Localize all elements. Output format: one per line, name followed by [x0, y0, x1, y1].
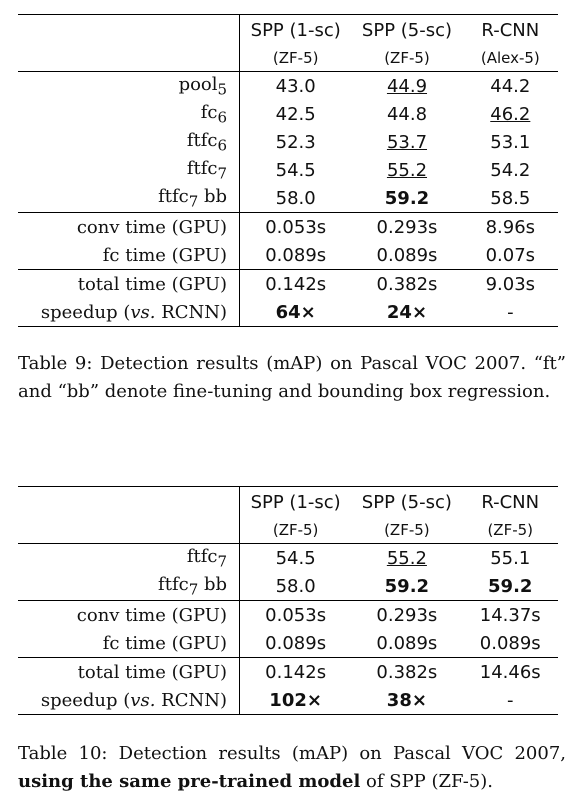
cell-value: 0.089s [239, 241, 352, 270]
header-spp-5sc: SPP (5-sc) [351, 14, 463, 45]
cell-value: - [462, 298, 558, 327]
header-spp-1sc: SPP (1-sc) [239, 486, 352, 517]
cell-value: 38× [351, 686, 463, 715]
table-header-row: SPP (1-sc) SPP (5-sc) R-CNN [18, 14, 558, 45]
cell-value: 55.2 [386, 547, 427, 569]
row-label: total time (GPU) [18, 269, 241, 298]
row-label: fc time (GPU) [18, 629, 241, 658]
row-label: fc6 [18, 100, 241, 128]
cell-value: 59.2 [462, 572, 558, 601]
row-label: ftfc7 bb [18, 184, 241, 213]
row-label: conv time (GPU) [18, 600, 241, 629]
row-label: fc time (GPU) [18, 241, 241, 270]
table-row: pool5 43.0 44.9 44.2 [18, 71, 558, 100]
row-label: speedup (vs. RCNN) [18, 298, 241, 327]
table-row: fc6 42.5 44.8 46.2 [18, 100, 558, 128]
header-rcnn: R-CNN [462, 14, 558, 45]
table-9-caption: Table 9: Detection results (mAP) on Pasc… [18, 353, 566, 402]
table-row: fc time (GPU) 0.089s 0.089s 0.089s [18, 629, 558, 658]
cell-value: 102× [239, 686, 352, 715]
cell-value: 43.0 [275, 75, 316, 97]
cell-value: 53.1 [490, 131, 531, 153]
table-10-caption: Table 10: Detection results (mAP) on Pas… [18, 743, 566, 792]
cell-value: 54.5 [275, 159, 316, 181]
table-row: conv time (GPU) 0.053s 0.293s 8.96s [18, 212, 558, 241]
table-subheader-row: (ZF-5) (ZF-5) (Alex-5) [18, 45, 558, 72]
cell-value: 0.053s [265, 216, 327, 238]
cell-value: - [462, 686, 558, 715]
cell-value: 0.293s [376, 216, 438, 238]
row-label: pool5 [18, 71, 241, 100]
row-label: ftfc7 bb [18, 572, 241, 601]
cell-value: 0.382s [376, 661, 438, 683]
cell-value: 52.3 [275, 131, 316, 153]
cell-value: 44.9 [386, 75, 428, 97]
cell-value: 0.293s [376, 604, 438, 626]
table-row: fc time (GPU) 0.089s 0.089s 0.07s [18, 241, 558, 270]
cell-value: 59.2 [351, 572, 463, 601]
table-row: ftfc7 54.5 55.2 55.1 [18, 543, 558, 572]
cell-value: 53.7 [386, 131, 428, 153]
cell-value: 58.0 [239, 184, 352, 213]
cell-value: 0.142s [265, 661, 327, 683]
cell-value: 24× [351, 298, 463, 327]
subheader-model: (Alex-5) [462, 45, 558, 72]
header-spp-1sc: SPP (1-sc) [239, 14, 352, 45]
caption-emphasis: using the same pre-trained model [18, 771, 361, 792]
table-9: SPP (1-sc) SPP (5-sc) R-CNN (ZF-5) (ZF-5… [18, 14, 558, 327]
row-label: ftfc7 [18, 156, 241, 184]
row-label: ftfc7 [18, 543, 241, 572]
subheader-model: (ZF-5) [462, 517, 558, 544]
table-row: ftfc7 54.5 55.2 54.2 [18, 156, 558, 184]
cell-value: 0.07s [462, 241, 558, 270]
cell-value: 0.053s [265, 604, 327, 626]
header-empty-cell [18, 14, 241, 45]
cell-value: 0.089s [462, 629, 558, 658]
cell-value: 0.382s [376, 273, 438, 295]
table-row: speedup (vs. RCNN) 102× 38× - [18, 686, 558, 715]
cell-value: 44.2 [490, 75, 531, 97]
subheader-model: (ZF-5) [351, 45, 463, 72]
table-row: ftfc7 bb 58.0 59.2 58.5 [18, 184, 558, 213]
cell-value: 9.03s [485, 273, 536, 295]
row-label: conv time (GPU) [18, 212, 241, 241]
cell-value: 55.1 [490, 547, 531, 569]
table-row: total time (GPU) 0.142s 0.382s 14.46s [18, 657, 558, 686]
cell-value: 0.089s [351, 241, 463, 270]
cell-value: 44.8 [386, 103, 428, 125]
cell-value: 54.5 [275, 547, 316, 569]
subheader-model: (ZF-5) [239, 45, 352, 72]
header-rcnn: R-CNN [462, 486, 558, 517]
cell-value: 54.2 [490, 159, 531, 181]
cell-value: 14.46s [479, 661, 541, 683]
cell-value: 0.089s [239, 629, 352, 658]
header-empty-cell [18, 486, 241, 517]
cell-value: 58.0 [239, 572, 352, 601]
cell-value: 14.37s [479, 604, 541, 626]
table-row: speedup (vs. RCNN) 64× 24× - [18, 298, 558, 327]
table-row: ftfc6 52.3 53.7 53.1 [18, 128, 558, 156]
cell-value: 46.2 [490, 103, 531, 125]
cell-value: 8.96s [485, 216, 536, 238]
table-header-row: SPP (1-sc) SPP (5-sc) R-CNN [18, 486, 558, 517]
cell-value: 64× [239, 298, 352, 327]
table-row: conv time (GPU) 0.053s 0.293s 14.37s [18, 600, 558, 629]
table-row: ftfc7 bb 58.0 59.2 59.2 [18, 572, 558, 601]
table-row: total time (GPU) 0.142s 0.382s 9.03s [18, 269, 558, 298]
row-label: speedup (vs. RCNN) [18, 686, 241, 715]
row-label: total time (GPU) [18, 657, 241, 686]
header-spp-5sc: SPP (5-sc) [351, 486, 463, 517]
subheader-model: (ZF-5) [351, 517, 463, 544]
cell-value: 0.089s [351, 629, 463, 658]
cell-value: 59.2 [351, 184, 463, 213]
table-subheader-row: (ZF-5) (ZF-5) (ZF-5) [18, 517, 558, 544]
cell-value: 0.142s [265, 273, 327, 295]
subheader-model: (ZF-5) [239, 517, 352, 544]
table-10: SPP (1-sc) SPP (5-sc) R-CNN (ZF-5) (ZF-5… [18, 486, 558, 715]
cell-value: 42.5 [275, 103, 316, 125]
cell-value: 55.2 [386, 159, 428, 181]
cell-value: 58.5 [462, 184, 558, 213]
row-label: ftfc6 [18, 128, 241, 156]
